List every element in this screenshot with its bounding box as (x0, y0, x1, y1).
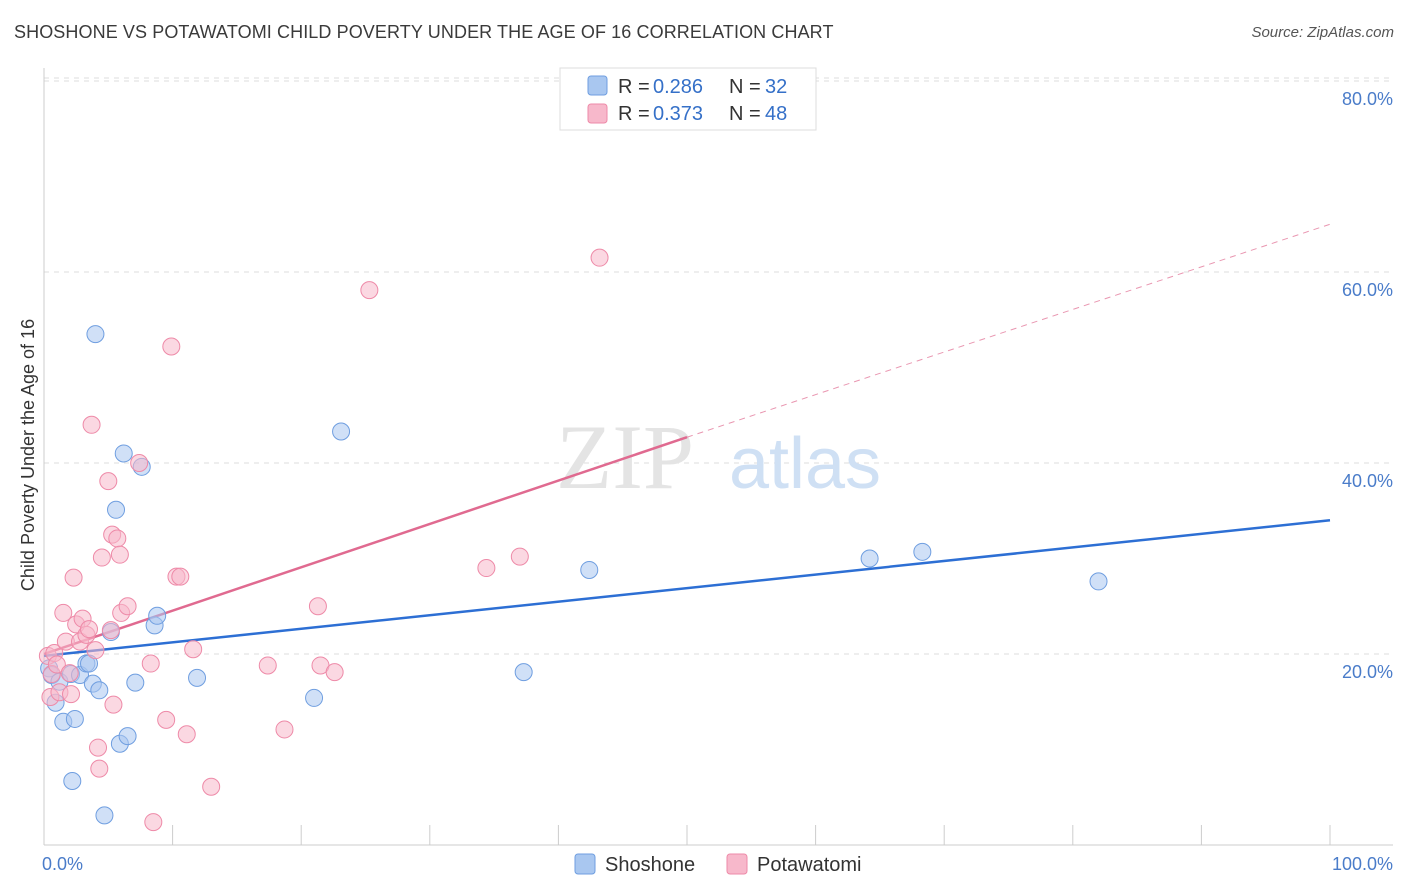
point-potawatomi (104, 695, 123, 714)
point-potawatomi (101, 621, 120, 640)
y-tick-label: 80.0% (1342, 89, 1393, 109)
point-shoshone (148, 606, 167, 625)
watermark: ZIP atlas (556, 406, 881, 508)
point-potawatomi (90, 759, 109, 778)
point-potawatomi (62, 685, 81, 704)
point-potawatomi (86, 641, 105, 660)
point-potawatomi (141, 654, 160, 673)
x-tick-label: 100.0% (1332, 854, 1393, 874)
point-potawatomi (325, 663, 344, 682)
point-shoshone (332, 422, 351, 441)
point-shoshone (860, 549, 879, 568)
point-shoshone (86, 325, 105, 344)
bottom-legend-label-shoshone: Shoshone (605, 854, 695, 876)
point-potawatomi (54, 603, 73, 622)
bottom-legend-label-potawatomi: Potawatomi (757, 854, 862, 876)
point-potawatomi (157, 710, 176, 729)
point-potawatomi (99, 472, 118, 491)
point-potawatomi (258, 656, 277, 675)
point-shoshone (514, 663, 533, 682)
point-potawatomi (118, 597, 137, 616)
point-shoshone (65, 709, 84, 728)
data-points (38, 248, 1108, 832)
tick-labels: 20.0% 40.0% 60.0% 80.0% 0.0% 100.0% (42, 89, 1393, 874)
gridlines (44, 77, 1393, 655)
bottom-legend-swatch-potawatomi (726, 853, 748, 875)
point-shoshone (580, 560, 599, 579)
point-potawatomi (108, 529, 127, 548)
point-potawatomi (360, 281, 379, 300)
point-potawatomi (47, 655, 66, 674)
legend-n-value: 48 (765, 103, 787, 125)
bottom-legend-swatch-shoshone (574, 853, 596, 875)
trend-line-shoshone (43, 519, 1331, 658)
watermark-atlas: atlas (729, 424, 881, 504)
legend-swatch-shoshone (587, 75, 608, 96)
point-potawatomi (184, 640, 203, 659)
bottom-legend: Shoshone Potawatomi (574, 853, 862, 876)
point-shoshone (114, 444, 133, 463)
legend-n-label: N = (729, 103, 761, 125)
point-shoshone (1089, 572, 1108, 591)
x-tick-label: 0.0% (42, 854, 83, 874)
legend-n-value: 32 (765, 76, 787, 98)
point-potawatomi (590, 248, 609, 267)
point-potawatomi (308, 597, 327, 616)
y-axis-title: Child Poverty Under the Age of 16 (18, 319, 38, 591)
point-potawatomi (110, 545, 129, 564)
point-potawatomi (130, 454, 149, 472)
legend-r-label: R = (618, 103, 650, 125)
y-tick-label: 40.0% (1342, 471, 1393, 491)
point-shoshone (188, 668, 207, 687)
legend-n-label: N = (729, 76, 761, 98)
point-shoshone (913, 542, 932, 561)
point-shoshone (118, 727, 137, 746)
point-potawatomi (275, 720, 294, 739)
legend-swatch-potawatomi (587, 103, 608, 124)
point-potawatomi (171, 567, 190, 586)
point-shoshone (63, 772, 82, 791)
point-potawatomi (202, 777, 221, 796)
point-shoshone (107, 500, 126, 519)
point-shoshone (126, 673, 145, 692)
point-potawatomi (177, 725, 196, 744)
point-potawatomi (510, 547, 529, 566)
point-potawatomi (64, 568, 83, 587)
point-potawatomi (92, 548, 111, 567)
source-label: Source: ZipAtlas.com (1251, 24, 1394, 41)
point-potawatomi (80, 620, 99, 639)
legend-r-value: 0.373 (653, 103, 703, 125)
point-potawatomi (60, 664, 79, 683)
legend: R = 0.286 N = 32 R = 0.373 N = 48 (559, 67, 817, 131)
axes (43, 68, 1393, 846)
point-shoshone (95, 806, 114, 825)
point-potawatomi (82, 415, 101, 434)
point-potawatomi (89, 738, 108, 757)
y-tick-label: 60.0% (1342, 280, 1393, 300)
point-shoshone (90, 681, 109, 700)
legend-r-value: 0.286 (653, 76, 703, 98)
chart-title: SHOSHONE VS POTAWATOMI CHILD POVERTY UND… (14, 22, 834, 42)
trend-extension-potawatomi (686, 223, 1331, 438)
point-potawatomi (477, 559, 496, 578)
point-shoshone (305, 688, 324, 707)
point-potawatomi (162, 337, 181, 356)
legend-r-label: R = (618, 76, 650, 98)
y-tick-label: 20.0% (1342, 662, 1393, 682)
point-potawatomi (144, 813, 163, 832)
